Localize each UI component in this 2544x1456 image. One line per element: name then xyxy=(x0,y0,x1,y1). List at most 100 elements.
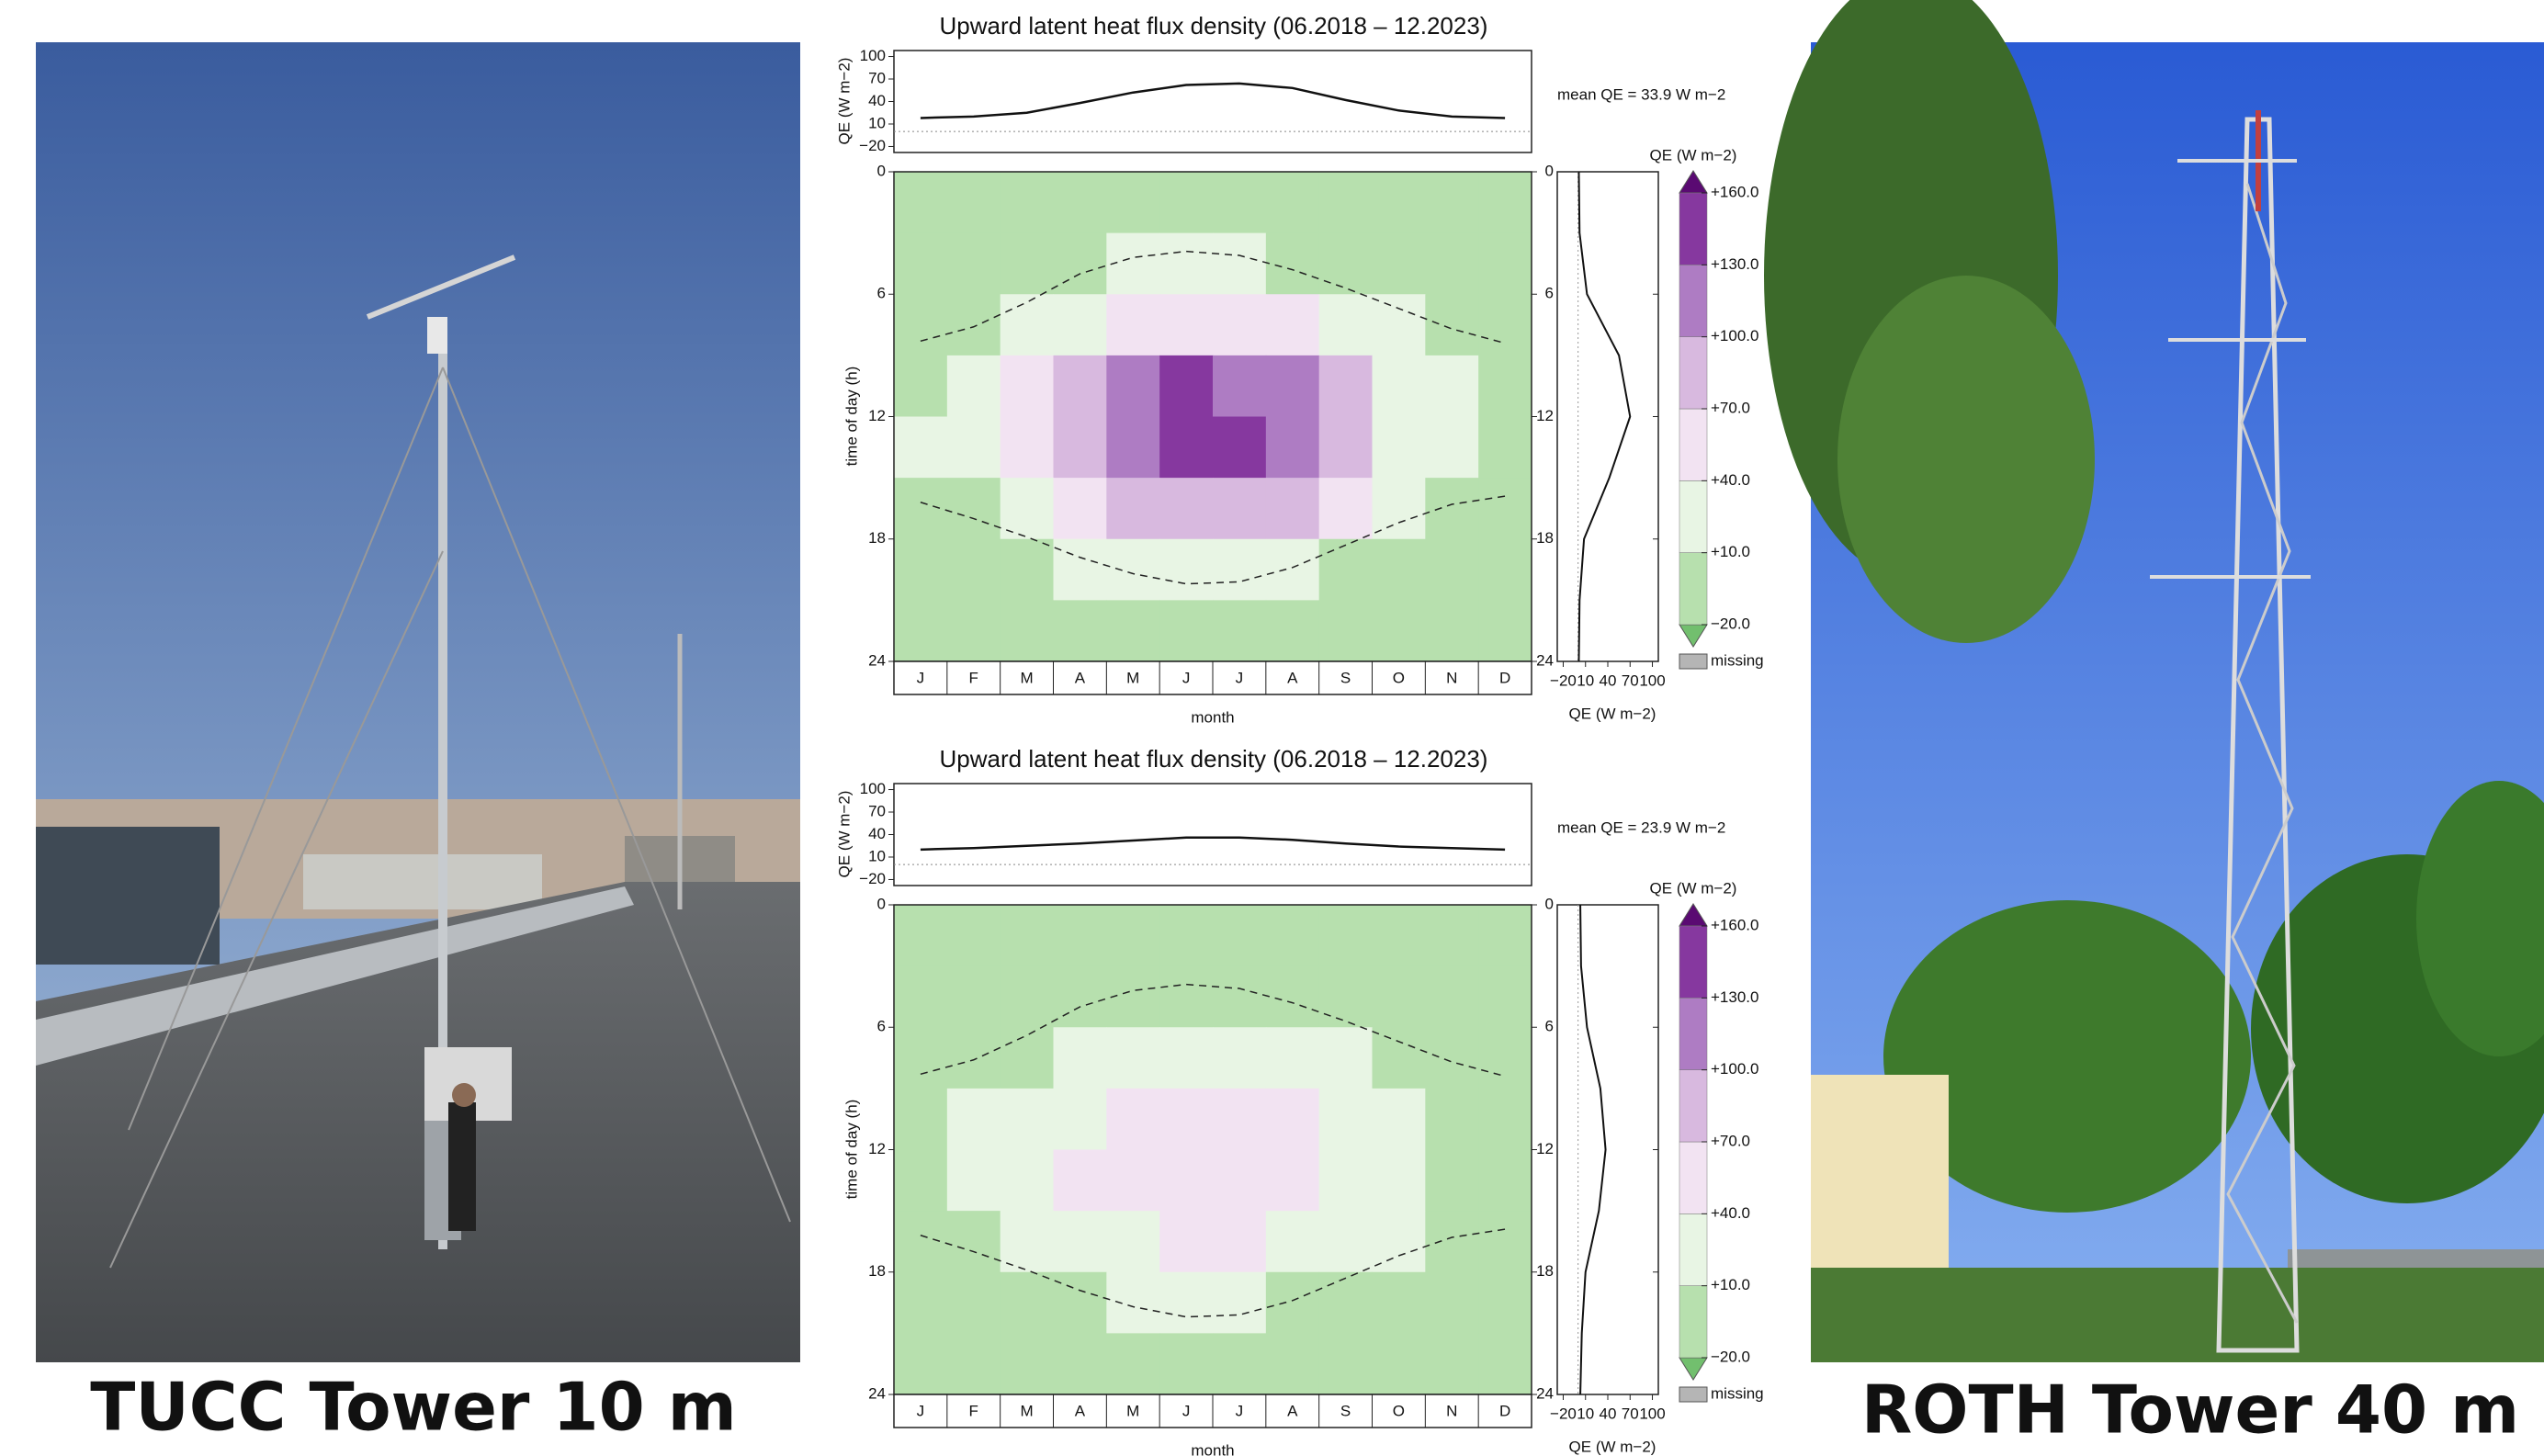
x-tick-label: −20 xyxy=(1550,1405,1577,1422)
heatmap-cell xyxy=(1054,600,1107,661)
heatmap-cell xyxy=(1054,1272,1107,1334)
y-tick-label: 10 xyxy=(868,847,886,864)
missing-swatch xyxy=(1679,1387,1707,1402)
heatmap-cell xyxy=(1213,478,1266,539)
heatmap-cell xyxy=(1266,905,1319,966)
heatmap-cell xyxy=(1478,356,1532,417)
missing-swatch xyxy=(1679,654,1707,669)
heatmap-cell xyxy=(894,1089,947,1150)
y-tick-label: −20 xyxy=(859,870,886,887)
heatmap-cell xyxy=(1054,1333,1107,1394)
heatmap-cell xyxy=(1373,1027,1426,1089)
heatmap-cell xyxy=(1159,539,1213,601)
heatmap-cell xyxy=(1159,966,1213,1028)
heatmap-cell xyxy=(1001,966,1054,1028)
heatmap-cell xyxy=(1213,539,1266,601)
x-tick-label: M xyxy=(1126,669,1139,686)
heatmap-cell xyxy=(1373,1333,1426,1394)
heatmap-cell xyxy=(1106,1150,1159,1212)
colorbar-segment xyxy=(1679,1070,1707,1142)
heatmap-cell xyxy=(1478,233,1532,295)
heatmap-cell xyxy=(1478,172,1532,233)
heatmap-cell xyxy=(1319,966,1373,1028)
colorbar-label: +70.0 xyxy=(1711,1132,1750,1149)
x-tick-label: O xyxy=(1393,669,1405,686)
heatmap-cell xyxy=(1425,478,1478,539)
heatmap-cell xyxy=(1213,1027,1266,1089)
heatmap-cell xyxy=(1373,1150,1426,1212)
colorbar-over xyxy=(1679,171,1707,193)
heatmap-cell xyxy=(947,1272,1001,1334)
y-axis-label: QE (W m−2) xyxy=(835,791,853,878)
colorbar-segment xyxy=(1679,553,1707,625)
heatmap-cell xyxy=(947,294,1001,356)
heatmap-cell xyxy=(1478,539,1532,601)
heatmap-cell xyxy=(947,417,1001,479)
heatmap-cell xyxy=(1106,600,1159,661)
chart: Upward latent heat flux density (06.2018… xyxy=(835,745,1763,1456)
heatmap-cell xyxy=(1213,1211,1266,1272)
colorbar-segment xyxy=(1679,926,1707,998)
colorbar-under xyxy=(1679,1358,1707,1380)
heatmap-cell xyxy=(1319,172,1373,233)
x-tick-label: A xyxy=(1287,669,1298,686)
heatmap-cell xyxy=(1106,1272,1159,1334)
heatmap-cell xyxy=(1319,539,1373,601)
heatmap-cell xyxy=(1266,478,1319,539)
heatmap-cell xyxy=(1213,233,1266,295)
heatmap-cell xyxy=(1001,417,1054,479)
heatmap-cell xyxy=(1213,172,1266,233)
heatmap-cell xyxy=(1106,417,1159,479)
heatmap-cell xyxy=(1319,905,1373,966)
colorbar-segment xyxy=(1679,409,1707,480)
colorbar-segment xyxy=(1679,1213,1707,1285)
heatmap-cell xyxy=(1159,1027,1213,1089)
y-tick-label: 70 xyxy=(868,802,886,819)
y-tick-label: 18 xyxy=(1536,1262,1554,1280)
heatmap-cell xyxy=(1213,966,1266,1028)
heatmap-cell xyxy=(1001,1150,1054,1212)
heatmap-cell xyxy=(1001,294,1054,356)
mean-label: mean QE = 23.9 W m−2 xyxy=(1557,818,1725,836)
heatmap-cell xyxy=(1159,905,1213,966)
heatmap-cell xyxy=(1425,1089,1478,1150)
y-tick-label: 12 xyxy=(1536,407,1554,424)
heatmap-cell xyxy=(1425,1027,1478,1089)
y-tick-label: 100 xyxy=(860,47,886,64)
colorbar-label: +160.0 xyxy=(1711,183,1758,200)
heatmap-cell xyxy=(1319,356,1373,417)
heatmap-cell xyxy=(1266,1150,1319,1212)
axes-frame xyxy=(894,784,1532,886)
x-tick-label: 100 xyxy=(1639,672,1665,689)
colorbar-label: −20.0 xyxy=(1711,1348,1750,1365)
heatmap-cell xyxy=(1478,1211,1532,1272)
x-tick-label: F xyxy=(969,1402,978,1419)
x-tick-label: M xyxy=(1020,669,1033,686)
heatmap-cell xyxy=(1266,1211,1319,1272)
heatmap-cell xyxy=(1373,905,1426,966)
heatmap-cell xyxy=(1159,1211,1213,1272)
heatmap-cell xyxy=(1266,1272,1319,1334)
heatmap-cell xyxy=(1373,1089,1426,1150)
x-tick-label: D xyxy=(1499,1402,1510,1419)
heatmap-cell xyxy=(1054,905,1107,966)
axes-frame xyxy=(894,51,1532,152)
heatmap-cell xyxy=(1159,356,1213,417)
heatmap-cell xyxy=(1159,1150,1213,1212)
heatmap-cell xyxy=(1054,1150,1107,1212)
heatmap-cell xyxy=(947,600,1001,661)
heatmap-cell xyxy=(894,1027,947,1089)
heatmap-cell xyxy=(1001,356,1054,417)
x-tick-label: M xyxy=(1020,1402,1033,1419)
y-tick-label: 18 xyxy=(868,529,886,547)
heatmap-cell xyxy=(1373,294,1426,356)
chart-title: Upward latent heat flux density (06.2018… xyxy=(940,12,1488,40)
y-tick-label: 40 xyxy=(868,825,886,842)
heatmap-cell xyxy=(1054,539,1107,601)
heatmap-cell xyxy=(1266,966,1319,1028)
x-tick-label: F xyxy=(969,669,978,686)
heatmap-cell xyxy=(894,1272,947,1334)
heatmap-cell xyxy=(894,1333,947,1394)
colorbar-label: +100.0 xyxy=(1711,327,1758,344)
colorbar-segment xyxy=(1679,998,1707,1069)
